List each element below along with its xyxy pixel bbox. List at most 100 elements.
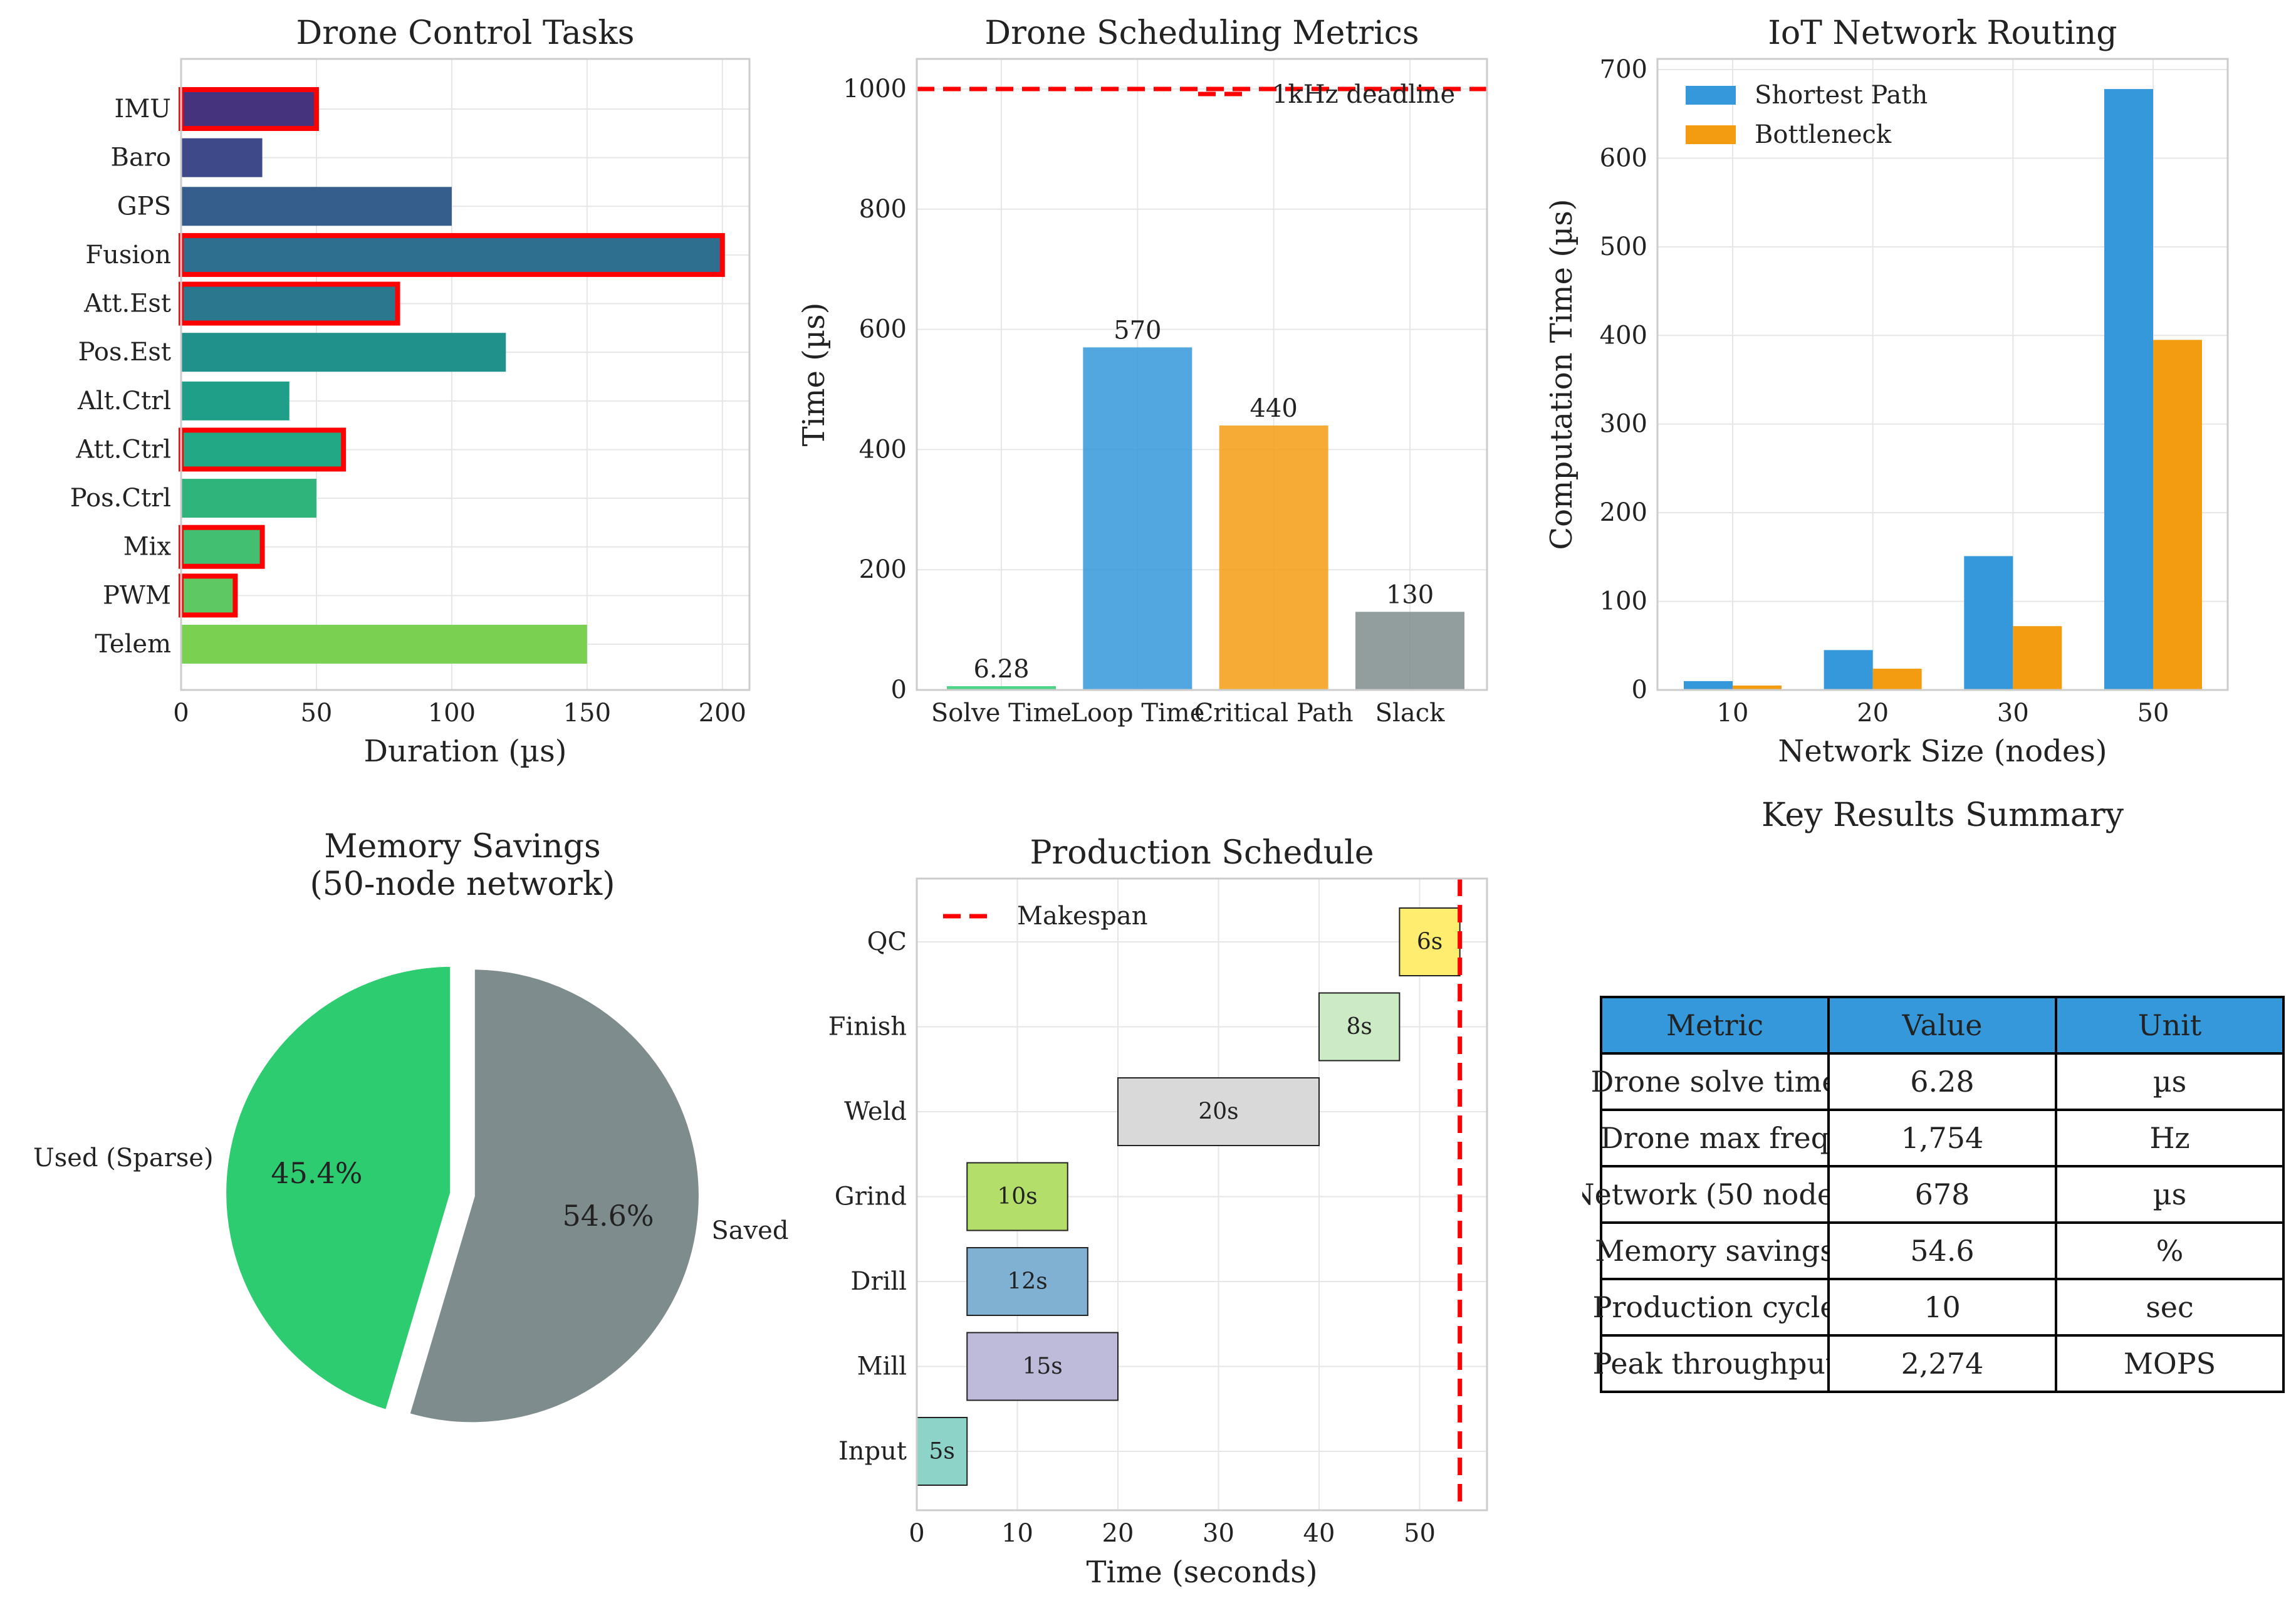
gantt-bar-qc xyxy=(1399,907,1461,976)
bar-value-label: 440 xyxy=(1250,394,1297,423)
y-axis-label: Computation Time (µs) xyxy=(1544,199,1579,550)
bar-fusion xyxy=(179,232,725,277)
production-schedule-chart: 5s Input 15s Mill 12s Drill 10s Grind 20s Weld 8s F… xyxy=(828,834,1488,1590)
x-tick-label: 10 xyxy=(1001,1519,1033,1548)
axes-frame xyxy=(1656,58,2229,691)
table-cell: 10 xyxy=(1924,1290,1961,1324)
drone-metrics-chart: 6.28 Solve Time 570 Loop Time 440 Critical Pa… xyxy=(796,14,1488,728)
x-tick-label: Loop Time xyxy=(1070,699,1204,728)
y-tick-label: 400 xyxy=(859,435,907,464)
x-tick-label: 50 xyxy=(2137,699,2169,728)
y-tick-label: Input xyxy=(838,1437,907,1466)
pie-slice-label: Used (Sparse) xyxy=(33,1144,214,1172)
y-tick-label: PWM xyxy=(103,581,171,610)
chart-subtitle: (50-node network) xyxy=(310,865,615,903)
bar-slack xyxy=(1355,612,1464,690)
bar-shortest-path-20 xyxy=(1824,650,1873,690)
pie-percent-label: 54.6% xyxy=(562,1199,654,1233)
table-cell-bg xyxy=(2055,1334,2285,1393)
y-tick-label: Finish xyxy=(828,1013,907,1042)
y-tick-label: Mix xyxy=(123,533,172,561)
y-tick-label: QC xyxy=(867,927,907,956)
bar-shortest-path-30 xyxy=(1964,556,2013,690)
x-tick-label: 40 xyxy=(1303,1519,1335,1548)
x-tick-label: 50 xyxy=(300,699,332,728)
bar-shortest-path-10 xyxy=(1684,681,1733,690)
table-cell: 1,754 xyxy=(1901,1121,1984,1155)
y-tick-label: 500 xyxy=(1600,232,1647,261)
pie-slice-saved xyxy=(404,964,704,1428)
table-cell-bg xyxy=(1827,1334,2057,1393)
y-tick-label: 0 xyxy=(891,676,907,704)
table-cell: 2,274 xyxy=(1901,1347,1984,1381)
gantt-bar-weld xyxy=(1117,1077,1320,1146)
table-cell: Network (50 nodes) xyxy=(1569,1177,1860,1211)
table-cell: Drone solve time xyxy=(1591,1065,1839,1099)
table-cell: Hz xyxy=(2149,1121,2189,1155)
axes-frame xyxy=(916,877,1488,1512)
legend-label: Shortest Path xyxy=(1755,81,1928,110)
bar-bottleneck-30 xyxy=(2013,626,2062,690)
gantt-bar-drill xyxy=(966,1247,1088,1316)
y-tick-label: Telem xyxy=(95,630,171,659)
bar-telem xyxy=(181,625,587,664)
gantt-duration-label: 15s xyxy=(1022,1354,1062,1379)
table-cell: Memory savings xyxy=(1595,1234,1835,1268)
chart-title: Production Schedule xyxy=(1030,834,1374,872)
pie-percent-label: 45.4% xyxy=(271,1156,362,1190)
y-tick-label: IMU xyxy=(115,95,171,123)
gantt-bar-finish xyxy=(1318,992,1401,1062)
table-cell-bg xyxy=(2055,1278,2285,1337)
table-cell: sec xyxy=(2146,1290,2194,1324)
table-header-cell: Metric xyxy=(1666,1008,1763,1042)
chart-title: Drone Control Tasks xyxy=(296,14,635,52)
table-cell-bg xyxy=(1600,996,1830,1055)
y-tick-label: 800 xyxy=(859,195,907,224)
x-axis-label: Duration (µs) xyxy=(364,734,567,769)
y-tick-label: Grind xyxy=(835,1183,907,1211)
bar-pos-est xyxy=(181,333,506,372)
gantt-bar-input xyxy=(916,1417,968,1486)
bar-solve-time xyxy=(947,686,1056,690)
legend-label-deadline: 1kHz deadline xyxy=(1272,80,1455,109)
bar-gps xyxy=(181,187,452,226)
table-header-cell: Value xyxy=(1902,1008,1983,1042)
y-tick-label: Baro xyxy=(111,144,171,172)
chart-title: IoT Network Routing xyxy=(1768,14,2117,52)
table-cell-bg xyxy=(1827,1278,2057,1337)
x-tick-label: Slack xyxy=(1375,699,1445,728)
y-tick-label: 700 xyxy=(1600,55,1647,84)
table-cell-bg xyxy=(1600,1221,1830,1280)
y-tick-label: Weld xyxy=(844,1097,907,1126)
bar-alt-ctrl xyxy=(181,381,290,420)
legend-swatch xyxy=(1686,86,1736,105)
y-tick-label: 0 xyxy=(1632,676,1647,704)
x-tick-label: 150 xyxy=(563,699,611,728)
table-cell: µs xyxy=(2153,1177,2187,1211)
gantt-duration-label: 20s xyxy=(1198,1099,1238,1125)
chart-title: Drone Scheduling Metrics xyxy=(984,14,1419,52)
iot-routing-chart: Shortest Path Bottleneck 0 100 200 300 400 500 6… xyxy=(1544,14,2229,769)
x-tick-label: 0 xyxy=(909,1519,924,1548)
bar-mix xyxy=(179,525,265,569)
gantt-bar-mill xyxy=(966,1332,1119,1401)
bar-imu xyxy=(179,87,319,131)
table-cell-bg xyxy=(1827,1109,2057,1167)
x-axis-label: Time (seconds) xyxy=(1086,1555,1317,1590)
x-tick-label: 0 xyxy=(173,699,189,728)
gantt-bar-grind xyxy=(966,1162,1068,1231)
table-header-cell: Unit xyxy=(2138,1008,2202,1042)
axes-frame xyxy=(916,58,1488,691)
bar-value-label: 6.28 xyxy=(973,655,1029,684)
y-tick-label: Att.Ctrl xyxy=(75,435,171,464)
pie-slice-label: Saved xyxy=(711,1216,788,1245)
bar-value-label: 570 xyxy=(1114,316,1161,345)
y-tick-label: Fusion xyxy=(85,241,171,269)
y-tick-label: Pos.Est xyxy=(78,338,171,367)
bar-value-label: 130 xyxy=(1386,580,1434,609)
bar-pwm xyxy=(179,573,238,618)
axes-frame xyxy=(180,58,751,691)
x-axis-label: Network Size (nodes) xyxy=(1778,734,2107,769)
bar-baro xyxy=(181,138,263,177)
x-tick-label: 50 xyxy=(1404,1519,1436,1548)
